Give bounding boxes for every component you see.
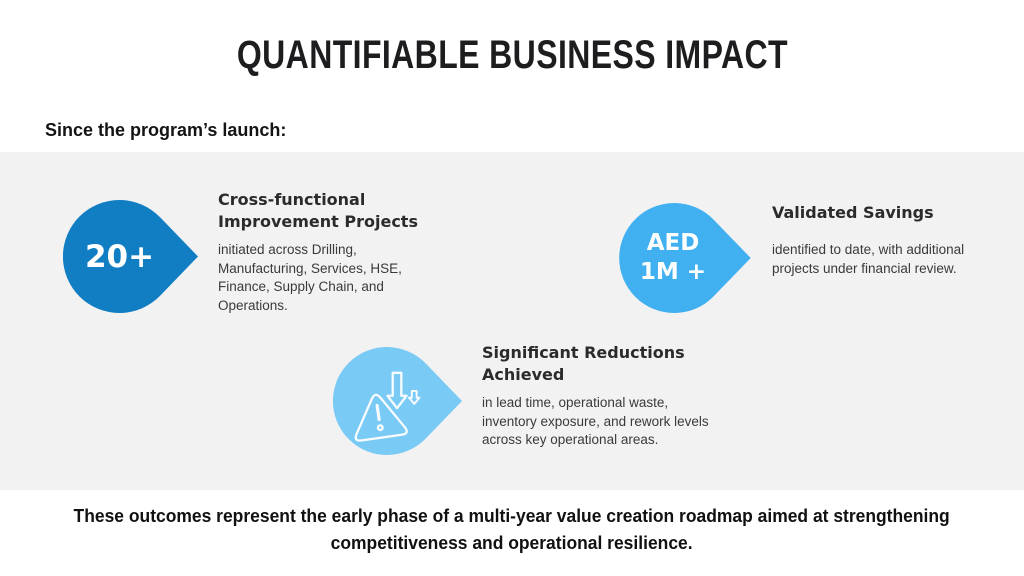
stat-value-projects: 20+	[84, 238, 155, 275]
stat-badge-savings: AED 1M +	[618, 203, 752, 313]
teardrop-shape	[333, 347, 462, 455]
warning-triangle-icon	[354, 393, 408, 442]
intro-label: Since the program’s launch:	[45, 120, 287, 140]
title-wrap: QUANTIFIABLE BUSINESS IMPACT	[0, 33, 1024, 77]
stat-badge-projects: 20+	[63, 200, 198, 313]
footer: These outcomes represent the early phase…	[0, 503, 1024, 557]
stat-title-savings: Validated Savings	[772, 203, 934, 222]
stat-body-projects: initiated across Drilling, Manufacturing…	[218, 242, 402, 313]
teardrop-shape	[619, 203, 751, 313]
teardrop-right-icon	[619, 203, 751, 313]
stat-title-reductions: Significant Reductions Achieved	[482, 343, 685, 384]
stat-value-savings: AED 1M +	[639, 230, 707, 285]
stat-body-reductions: in lead time, operational waste, invento…	[482, 395, 709, 448]
teardrop-shape	[63, 200, 198, 313]
slide-title: QUANTIFIABLE BUSINESS IMPACT	[236, 33, 788, 77]
teardrop-right-icon	[333, 347, 462, 455]
stat-badge-reductions	[333, 347, 462, 455]
warning-decline-icon	[354, 371, 421, 442]
teardrop-right-icon	[63, 200, 198, 313]
stats-band: 20+ Cross-functional Improvement Project…	[0, 152, 1024, 490]
stat-title-projects: Cross-functional Improvement Projects	[218, 190, 418, 231]
stat-text-projects: Cross-functional Improvement Projects in…	[218, 189, 418, 315]
stat-text-savings: Validated Savings identified to date, wi…	[772, 202, 964, 278]
down-arrow-large-icon	[386, 371, 408, 410]
stat-text-reductions: Significant Reductions Achieved in lead …	[482, 342, 709, 450]
down-arrow-small-icon	[408, 390, 421, 405]
footer-text: These outcomes represent the early phase…	[73, 506, 951, 553]
stat-body-savings: identified to date, with additional proj…	[772, 242, 965, 276]
